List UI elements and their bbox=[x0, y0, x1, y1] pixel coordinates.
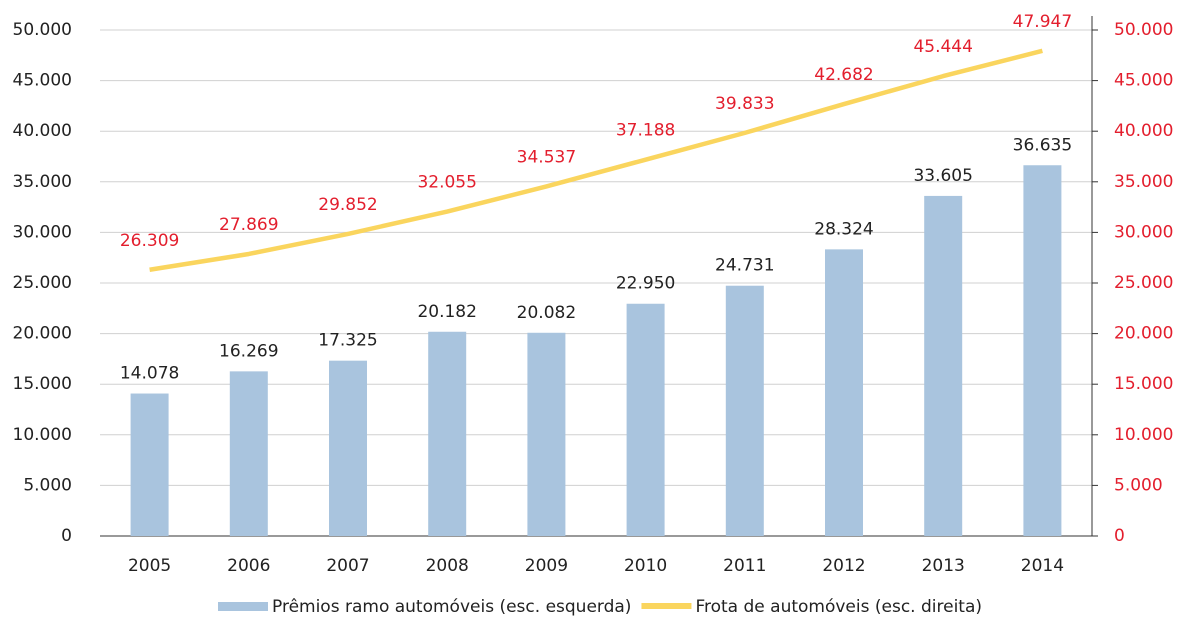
bar bbox=[825, 249, 863, 536]
bar bbox=[725, 285, 764, 536]
bar bbox=[1023, 165, 1062, 537]
bar bbox=[329, 360, 367, 536]
y-tick-label: 25.000 bbox=[13, 273, 72, 293]
x-tick-label: 2012 bbox=[822, 556, 865, 576]
line-value-label: 45.444 bbox=[913, 37, 972, 57]
bar bbox=[626, 303, 665, 536]
bar-value-label: 14.078 bbox=[120, 364, 179, 384]
bar-value-label: 22.950 bbox=[616, 274, 675, 294]
y-tick-label: 40.000 bbox=[13, 121, 72, 141]
x-tick-label: 2005 bbox=[128, 556, 171, 576]
y-tick-label: 15.000 bbox=[13, 374, 72, 394]
x-tick-label: 2013 bbox=[922, 556, 965, 576]
y2-tick-label: 30.000 bbox=[1114, 222, 1173, 242]
line-value-label: 32.055 bbox=[417, 173, 476, 193]
bar-value-label: 16.269 bbox=[219, 341, 278, 361]
bar bbox=[527, 332, 566, 536]
legend-label: Prêmios ramo automóveis (esc. esquerda) bbox=[272, 597, 631, 617]
y-tick-label: 30.000 bbox=[13, 222, 72, 242]
legend-swatch bbox=[641, 603, 692, 609]
bar-value-label: 28.324 bbox=[814, 219, 873, 239]
line-value-label: 39.833 bbox=[715, 94, 774, 114]
legend-swatch bbox=[218, 602, 268, 611]
line bbox=[149, 48, 1043, 272]
y-tick-label: 20.000 bbox=[13, 324, 72, 344]
x-tick-label: 2009 bbox=[525, 556, 568, 576]
y2-tick-label: 45.000 bbox=[1114, 71, 1173, 91]
y2-tick-label: 40.000 bbox=[1114, 121, 1173, 141]
x-tick-label: 2014 bbox=[1021, 556, 1064, 576]
bar-value-label: 24.731 bbox=[715, 256, 774, 276]
y2-tick-label: 15.000 bbox=[1114, 374, 1173, 394]
x-tick-label: 2011 bbox=[723, 556, 766, 576]
y-tick-label: 50.000 bbox=[13, 20, 72, 40]
bar bbox=[428, 331, 467, 536]
bar bbox=[130, 393, 169, 536]
y2-tick-label: 0 bbox=[1114, 526, 1125, 546]
bar bbox=[924, 195, 963, 536]
y2-tick-label: 35.000 bbox=[1114, 172, 1173, 192]
line-value-label: 26.309 bbox=[120, 231, 179, 251]
y2-tick-label: 25.000 bbox=[1114, 273, 1173, 293]
line-value-label: 42.682 bbox=[814, 65, 873, 85]
line-value-label: 47.947 bbox=[1013, 12, 1072, 32]
y2-tick-label: 50.000 bbox=[1114, 20, 1173, 40]
y-tick-label: 35.000 bbox=[13, 172, 72, 192]
bar bbox=[229, 371, 268, 536]
x-tick-label: 2008 bbox=[426, 556, 469, 576]
bar-value-label: 20.082 bbox=[517, 303, 576, 323]
line-value-label: 37.188 bbox=[616, 121, 675, 141]
y2-tick-label: 20.000 bbox=[1114, 324, 1173, 344]
bar-value-label: 17.325 bbox=[318, 331, 377, 351]
y-tick-label: 45.000 bbox=[13, 71, 72, 91]
y-tick-label: 10.000 bbox=[13, 425, 72, 445]
legend-label: Frota de automóveis (esc. direita) bbox=[695, 597, 982, 617]
line-value-label: 34.537 bbox=[517, 147, 576, 167]
bar-value-label: 33.605 bbox=[913, 166, 972, 186]
line-value-label: 27.869 bbox=[219, 215, 278, 235]
x-tick-label: 2010 bbox=[624, 556, 667, 576]
y2-tick-label: 5.000 bbox=[1114, 475, 1163, 495]
bar-value-label: 36.635 bbox=[1013, 135, 1072, 155]
x-tick-label: 2006 bbox=[227, 556, 270, 576]
y-tick-label: 5.000 bbox=[23, 475, 72, 495]
bar-value-label: 20.182 bbox=[417, 302, 476, 322]
line-value-label: 29.852 bbox=[318, 195, 377, 215]
y2-tick-label: 10.000 bbox=[1114, 425, 1173, 445]
y-tick-label: 0 bbox=[61, 526, 72, 546]
x-tick-label: 2007 bbox=[326, 556, 369, 576]
